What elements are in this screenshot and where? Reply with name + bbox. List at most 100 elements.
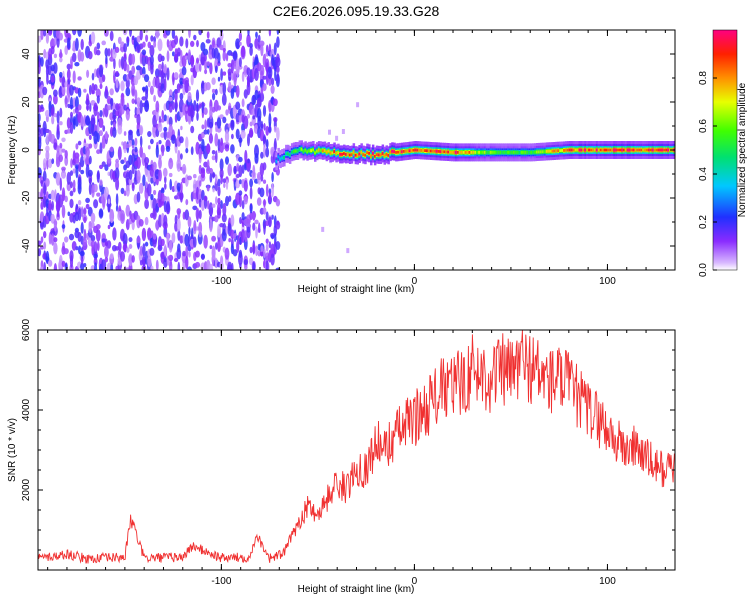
spectrogram-noise-cell <box>188 85 191 91</box>
spectrogram-noise-cell <box>88 221 93 234</box>
spectrogram-noise-cell <box>177 211 181 219</box>
spectrogram-signal-cell <box>524 151 527 154</box>
spectrogram-noise-cell <box>160 55 165 62</box>
spectrogram-signal-cell <box>482 151 485 154</box>
spectrogram-signal-cell <box>480 151 483 154</box>
spectrogram-signal-cell <box>624 148 628 152</box>
spectrogram-noise-cell <box>252 244 255 255</box>
spectrogram-noise-cell <box>230 144 235 154</box>
spectrogram-noise-cell <box>53 263 58 270</box>
spectrogram-signal-cell <box>341 153 344 156</box>
spectrogram-noise-cell <box>119 210 126 224</box>
spectrogram-noise-cell <box>211 235 217 242</box>
spectrogram-noise-cell <box>172 51 175 57</box>
spectrogram-noise-cell <box>67 211 71 217</box>
spectrogram-noise-cell <box>258 222 261 233</box>
spectrogram-noise-cell <box>260 174 264 182</box>
spectrogram-signal-cell <box>478 151 481 154</box>
spectrogram-signal-cell <box>503 151 506 154</box>
spectrogram-noise-cell <box>252 164 256 178</box>
spectrogram-noise-cell <box>208 263 214 270</box>
spectrogram-noise-cell <box>160 83 165 94</box>
spectrogram-signal-cell <box>277 155 280 159</box>
spectrogram-noise-cell <box>104 164 109 172</box>
spectrogram-noise-cell <box>83 88 87 93</box>
spectrogram-noise-cell <box>93 84 98 91</box>
spectrogram-noise-cell <box>160 201 165 206</box>
spectrogram-signal-cell <box>422 149 425 152</box>
spectrogram-noise-cell <box>109 146 114 152</box>
spectrogram-signal-cell <box>391 149 394 153</box>
spectrogram-noise-cell <box>85 203 90 210</box>
spectrogram-noise-cell <box>43 182 47 196</box>
spectrogram-noise-cell <box>112 109 117 119</box>
spectrogram-noise-cell <box>141 49 147 56</box>
spectrogram-noise-cell <box>138 182 144 194</box>
spectrogram-signal-cell <box>443 150 446 154</box>
spectrogram-noise-cell <box>99 179 103 186</box>
spectrogram-noise-cell <box>80 51 85 62</box>
spectrogram-noise-cell <box>179 77 184 85</box>
spectrogram-signal-cell <box>636 148 639 152</box>
spectrogram-signal-cell <box>607 148 610 152</box>
spectrogram-signal-cell <box>468 151 471 154</box>
spectrogram-noise-cell <box>96 241 100 252</box>
spectrogram-signal-cell <box>541 150 545 154</box>
spectrogram-signal-cell <box>339 153 342 156</box>
spectrogram-signal-cell <box>283 156 286 159</box>
colorbar-tick-label: 0.8 <box>698 71 709 85</box>
spectrogram-noise-cell <box>190 55 195 66</box>
spectrogram-noise-cell <box>173 53 179 63</box>
colorbar-tick-label: 0.6 <box>698 119 709 133</box>
spectrogram-noise-cell <box>75 143 79 150</box>
spectrogram-noise-cell <box>276 36 280 48</box>
spectrogram-noise-cell <box>75 37 79 52</box>
spectrogram-noise-cell <box>142 174 146 187</box>
spectrogram-signal-cell <box>400 150 404 154</box>
spectrogram-noise-cell <box>104 130 108 140</box>
spectrogram-noise-cell <box>101 137 106 150</box>
spectrogram-noise-cell <box>87 169 93 177</box>
spectrogram-noise-cell <box>131 83 136 97</box>
spectrogram-noise-cell <box>179 192 184 201</box>
spectrogram-noise-cell <box>81 256 84 265</box>
spectrogram-signal-cell <box>597 148 601 152</box>
spectrogram-noise-cell <box>139 30 143 41</box>
spectrogram-noise-cell <box>254 219 259 225</box>
spectrogram-noise-cell <box>273 117 278 123</box>
spectrogram-noise-cell <box>243 180 248 192</box>
spectrogram-noise-cell <box>274 67 277 82</box>
spectrogram-noise-cell <box>88 134 92 140</box>
spectrogram-noise-cell <box>107 198 111 205</box>
spectrogram-noise-cell <box>231 262 234 270</box>
spectrogram-signal-cell <box>574 148 578 152</box>
spectrogram-noise-cell <box>150 35 154 42</box>
spectrogram-noise-cell <box>193 174 197 179</box>
spectrogram-noise-cell <box>104 256 109 263</box>
spectrogram-noise-cell <box>145 88 149 101</box>
spectrogram-signal-cell <box>460 151 464 154</box>
spectrogram-noise-cell <box>74 61 80 67</box>
spectrogram-signal-cell <box>466 151 469 154</box>
spectrogram-y-tick-label: -40 <box>21 238 32 253</box>
spectrogram-noise-cell <box>221 213 227 223</box>
spectrogram-noise-cell <box>56 110 60 124</box>
spectrogram-noise-cell <box>240 130 246 139</box>
spectrogram-noise-cell <box>123 43 127 53</box>
spectrogram-noise-cell <box>164 176 167 184</box>
spectrogram-signal-cell <box>352 150 356 154</box>
spectrogram-noise-cell <box>145 34 149 42</box>
spectrogram-noise-cell <box>50 189 55 201</box>
spectrogram-noise-cell <box>153 41 157 48</box>
spectrogram-noise-cell <box>51 200 54 211</box>
spectrogram-noise-cell <box>94 241 97 252</box>
spectrogram-noise-cell <box>115 177 120 191</box>
spectrogram-noise-cell <box>194 261 201 268</box>
spectrogram-signal-cell <box>420 149 423 152</box>
spectrogram-noise-cell <box>46 157 49 170</box>
spectrogram-noise-cell <box>195 207 200 220</box>
spectrogram-signal-cell <box>474 151 477 154</box>
spectrogram-noise-cell <box>206 61 211 66</box>
spectrogram-signal-cell <box>414 148 417 152</box>
spectrogram-signal-cell <box>520 151 524 154</box>
